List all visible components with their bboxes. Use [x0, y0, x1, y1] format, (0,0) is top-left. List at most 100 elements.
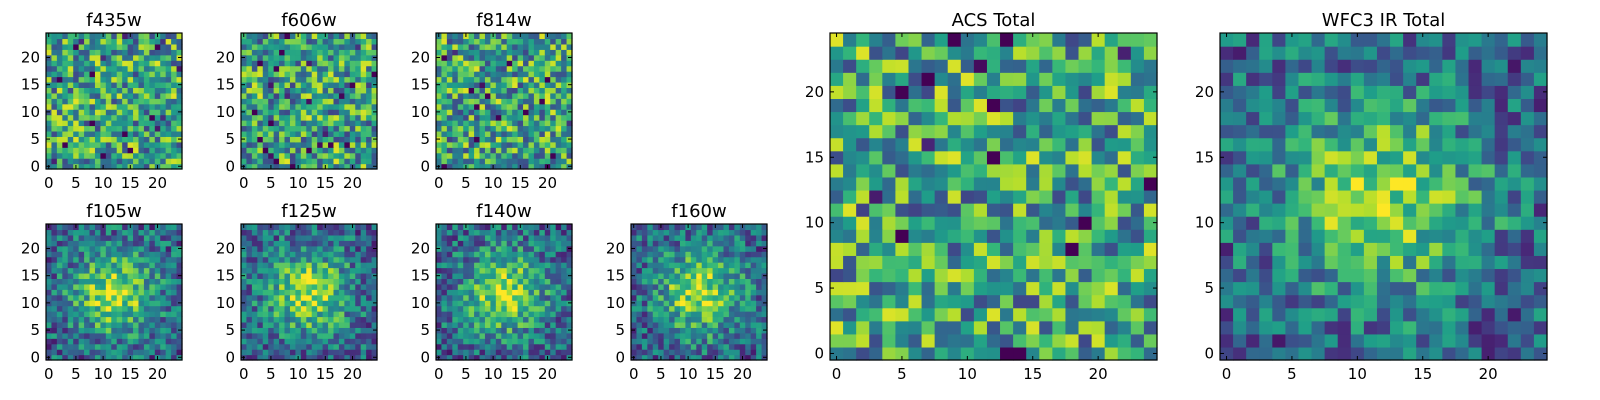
heatmap-cell — [1065, 176, 1080, 191]
heatmap-cell — [474, 240, 481, 247]
heatmap-cell — [122, 321, 129, 328]
heatmap-cell — [322, 311, 329, 318]
heatmap-cell — [251, 109, 258, 116]
heatmap-cell — [690, 224, 697, 231]
heatmap-cell — [539, 49, 546, 56]
heatmap-cell — [436, 76, 443, 83]
heatmap-cell — [344, 234, 351, 241]
heatmap-cell — [273, 289, 280, 296]
y-tick-label: 10 — [216, 103, 235, 121]
heatmap-cell — [176, 87, 183, 94]
heatmap-cell — [73, 136, 80, 143]
heatmap-cell — [490, 38, 497, 45]
y-tick-label: 15 — [606, 267, 625, 285]
heatmap-cell — [512, 71, 519, 78]
heatmap-cell — [544, 332, 551, 339]
heatmap-cell — [533, 98, 540, 105]
heatmap-cell — [289, 130, 296, 137]
heatmap-cell — [279, 60, 286, 67]
heatmap-cell — [289, 81, 296, 88]
heatmap-cell — [750, 332, 757, 339]
heatmap-cell — [696, 294, 703, 301]
heatmap-cell — [756, 327, 763, 334]
heatmap-cell — [338, 109, 345, 116]
heatmap-cell — [111, 60, 118, 67]
heatmap-cell — [262, 327, 269, 334]
heatmap-cell — [696, 251, 703, 258]
heatmap-cell — [333, 158, 340, 165]
heatmap-cell — [761, 294, 768, 301]
heatmap-cell — [830, 281, 844, 296]
heatmap-cell — [338, 33, 345, 40]
heatmap-cell — [479, 321, 486, 328]
heatmap-cell — [960, 333, 975, 348]
heatmap-cell — [1013, 333, 1027, 348]
heatmap-cell — [501, 267, 508, 274]
heatmap-cell — [1013, 189, 1027, 204]
heatmap-cell — [479, 338, 486, 345]
heatmap-cell — [355, 98, 362, 105]
heatmap-cell — [62, 81, 69, 88]
heatmap-cell — [495, 229, 502, 236]
heatmap-cell — [176, 98, 183, 105]
heatmap-cell — [273, 278, 280, 285]
heatmap-cell — [246, 338, 253, 345]
heatmap-cell — [360, 158, 367, 165]
heatmap-cell — [143, 338, 150, 345]
heatmap-cell — [528, 81, 535, 88]
heatmap-cell — [328, 245, 335, 252]
heatmap-cell — [734, 272, 741, 279]
heatmap-cell — [241, 289, 248, 296]
heatmap-cell — [544, 283, 551, 290]
heatmap-cell — [84, 240, 91, 247]
heatmap-cell — [62, 130, 69, 137]
heatmap-cell — [289, 283, 296, 290]
heatmap-cell — [371, 43, 378, 50]
heatmap-cell — [100, 141, 107, 148]
heatmap-cell — [539, 278, 546, 285]
heatmap-cell — [533, 251, 540, 258]
heatmap-cell — [474, 332, 481, 339]
heatmap-cell — [122, 224, 129, 231]
heatmap-cell — [533, 33, 540, 40]
heatmap-cell — [165, 76, 172, 83]
heatmap-cell — [947, 281, 962, 296]
heatmap-cell — [105, 305, 112, 312]
heatmap-cell — [84, 251, 91, 258]
heatmap-cell — [669, 224, 676, 231]
heatmap-cell — [441, 54, 448, 61]
heatmap-cell — [111, 71, 118, 78]
heatmap-cell — [756, 245, 763, 252]
heatmap-cell — [111, 65, 118, 72]
heatmap-cell — [284, 332, 291, 339]
heatmap-cell — [67, 240, 74, 247]
heatmap-cell — [495, 125, 502, 132]
heatmap-cell — [262, 311, 269, 318]
heatmap-cell — [138, 76, 145, 83]
heatmap-cell — [495, 278, 502, 285]
heatmap-cell — [512, 267, 519, 274]
heatmap-cell — [360, 60, 367, 67]
heatmap-cell — [479, 92, 486, 99]
heatmap-cell — [934, 346, 949, 361]
heatmap-cell — [338, 300, 345, 307]
heatmap-cell — [718, 316, 725, 323]
heatmap-cell — [631, 305, 638, 312]
heatmap-cell — [311, 103, 318, 110]
heatmap-cell — [696, 234, 703, 241]
heatmap-cell — [479, 354, 486, 361]
heatmap-cell — [94, 321, 101, 328]
heatmap-cell — [160, 54, 167, 61]
heatmap-cell — [371, 158, 378, 165]
heatmap-cell — [300, 103, 307, 110]
heatmap-cell — [143, 316, 150, 323]
heatmap-cell — [160, 251, 167, 258]
heatmap-cell — [279, 262, 286, 269]
heatmap-cell — [306, 38, 313, 45]
heatmap-cell — [523, 283, 530, 290]
heatmap-cell — [138, 125, 145, 132]
heatmap-cell — [143, 54, 150, 61]
heatmap-cell — [882, 281, 896, 296]
heatmap-cell — [300, 147, 307, 154]
heatmap-cell — [251, 305, 258, 312]
